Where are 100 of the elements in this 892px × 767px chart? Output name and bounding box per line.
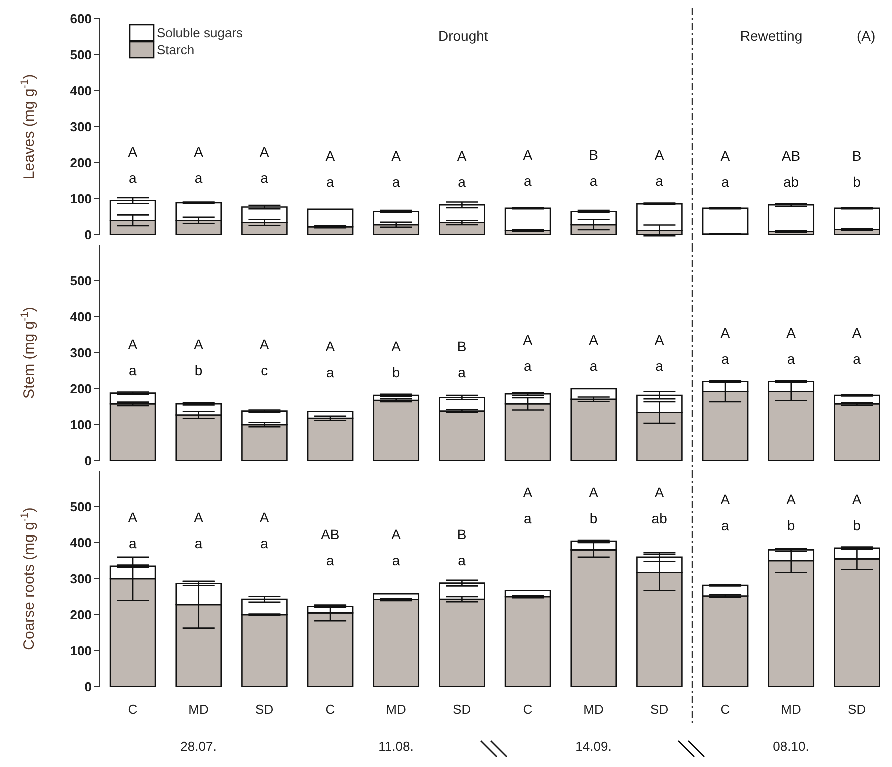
annotation: Drought xyxy=(438,28,488,44)
y-tick-label: 600 xyxy=(70,12,92,27)
text: 11.08. xyxy=(378,739,414,754)
annotation: a xyxy=(656,358,664,374)
y-tick-label: 500 xyxy=(70,500,92,515)
x-tick-label: SD xyxy=(453,702,472,718)
annotation: a xyxy=(326,364,335,380)
y-tick-label: 200 xyxy=(70,608,92,623)
annotation: a xyxy=(524,358,532,374)
annotation: a xyxy=(129,535,138,552)
annotation: a xyxy=(326,174,335,190)
annotation: A xyxy=(128,144,138,160)
bar xyxy=(636,203,683,232)
y-tick-label: 0 xyxy=(84,680,92,695)
x-tick-label: C xyxy=(128,702,138,718)
annotation: A xyxy=(852,324,862,341)
annotation: B xyxy=(457,526,467,542)
annotation: B xyxy=(589,146,598,163)
annotation: A xyxy=(852,491,862,508)
x-tick-label: SD xyxy=(848,702,866,718)
annotation: A xyxy=(720,324,731,341)
y-tick-label: 500 xyxy=(70,274,92,289)
annotation: A xyxy=(392,148,402,164)
x-tick-label: MD xyxy=(584,702,604,718)
annotation: (A) xyxy=(856,28,876,44)
annotation: A xyxy=(128,336,138,352)
x-tick-label: MD xyxy=(188,702,209,718)
annotation: a xyxy=(787,350,796,367)
annotation: B xyxy=(852,148,862,164)
x-tick-label: MD xyxy=(386,702,406,718)
y-tick-label: 100 xyxy=(70,644,92,659)
x-tick-label: C xyxy=(326,702,336,718)
text: 08.10. xyxy=(773,739,810,754)
bar xyxy=(702,208,749,235)
annotation: A xyxy=(260,144,270,160)
annotation: a xyxy=(326,552,335,568)
bar xyxy=(504,208,552,232)
annotation: A xyxy=(260,336,270,352)
x-tick-label: SD xyxy=(650,702,669,718)
annotation: A xyxy=(194,509,204,526)
annotation: c xyxy=(261,362,268,378)
y-tick-label: 0 xyxy=(84,228,92,243)
annotation: A xyxy=(326,338,336,354)
y-tick-label: 500 xyxy=(70,48,92,63)
annotation: b xyxy=(590,510,598,526)
text: 28.07. xyxy=(180,739,217,754)
annotation: b xyxy=(392,364,400,380)
annotation: a xyxy=(129,362,138,378)
annotation: a xyxy=(260,535,269,552)
annotation: a xyxy=(129,170,138,186)
annotation: a xyxy=(590,358,598,374)
annotation: a xyxy=(722,517,730,534)
annotation: b xyxy=(194,362,203,378)
y-tick-label: 300 xyxy=(70,120,92,135)
x-tick-label: C xyxy=(523,702,533,718)
y-tick-label: 0 xyxy=(84,454,92,469)
y-tick-label: 400 xyxy=(70,310,92,325)
annotation: A xyxy=(194,336,204,352)
annotation: A xyxy=(523,146,534,163)
annotation: A xyxy=(523,484,534,500)
annotation: a xyxy=(194,170,203,186)
annotation: A xyxy=(786,491,797,508)
legend-label: Soluble sugars xyxy=(157,25,244,40)
annotation: a xyxy=(392,552,400,568)
annotation: AB xyxy=(321,526,340,542)
annotation: A xyxy=(589,484,600,500)
annotation: A xyxy=(194,144,204,160)
annotation: A xyxy=(326,148,336,164)
annotation: A xyxy=(654,332,665,348)
annotation: a xyxy=(524,510,532,526)
legend-label: Starch xyxy=(157,42,195,58)
annotation: A xyxy=(392,338,402,354)
annotation: A xyxy=(128,509,138,526)
annotation: a xyxy=(656,172,664,189)
annotation: b xyxy=(787,517,796,534)
annotation: ab xyxy=(783,174,800,190)
y-tick-label: 400 xyxy=(70,84,92,99)
annotation: A xyxy=(457,148,468,164)
y-tick-label: 300 xyxy=(70,572,92,587)
annotation: A xyxy=(260,509,270,526)
annotation: a xyxy=(722,174,730,190)
annotation: a xyxy=(260,170,269,186)
text: 14.09. xyxy=(576,739,612,754)
annotation: a xyxy=(458,364,466,380)
annotation: b xyxy=(853,174,862,190)
annotation: A xyxy=(720,148,731,164)
x-tick-label: SD xyxy=(256,702,274,718)
y-tick-label: 200 xyxy=(70,156,92,171)
annotation: A xyxy=(589,332,600,348)
annotation: a xyxy=(590,172,598,189)
annotation: AB xyxy=(782,148,801,164)
annotation: b xyxy=(853,517,862,534)
annotation: Rewetting xyxy=(740,28,803,44)
y-tick-label: 200 xyxy=(70,382,92,397)
annotation: a xyxy=(524,172,532,189)
annotation: a xyxy=(458,174,466,190)
x-tick-label: C xyxy=(720,702,730,718)
annotation: A xyxy=(392,526,402,542)
x-tick-label: MD xyxy=(781,702,802,718)
y-tick-label: 400 xyxy=(70,536,92,551)
